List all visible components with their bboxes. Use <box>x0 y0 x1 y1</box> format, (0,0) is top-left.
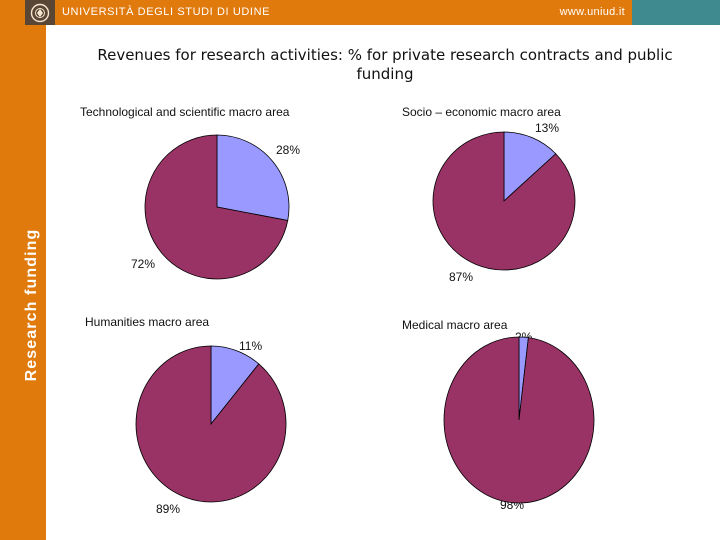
pie-slice-socio-economic-public <box>432 131 576 271</box>
header-accent-box <box>632 0 720 25</box>
pie-slice-technological-private <box>216 134 290 221</box>
university-url[interactable]: www.uniud.it <box>559 6 625 18</box>
pie-slice-humanities-public <box>135 345 287 503</box>
chart-title-technological: Technological and scientific macro area <box>80 105 290 119</box>
chart-title-medical: Medical macro area <box>402 318 508 332</box>
pie-socio-label-public: 87% <box>449 270 474 284</box>
pie-slice-technological-public <box>144 134 289 280</box>
pie-chart-technological <box>144 134 290 280</box>
pie-chart-humanities <box>135 345 287 503</box>
sidebar: Research funding <box>0 25 46 540</box>
slide-title: Revenues for research activities: % for … <box>97 46 673 83</box>
header-bar <box>0 0 720 25</box>
pie-slice-medical-public <box>443 336 595 504</box>
pie-chart-medical <box>443 336 595 504</box>
university-logo <box>25 0 55 25</box>
pie-tech-label-private: 28% <box>276 143 301 157</box>
chart-title-humanities: Humanities macro area <box>85 315 210 329</box>
pie-humanities-label-private: 11% <box>239 339 263 353</box>
pie-chart-socio-economic <box>432 131 576 271</box>
pie-socio-label-private: 13% <box>535 121 560 135</box>
chart-title-socio-economic: Socio – economic macro area <box>402 105 561 119</box>
pie-humanities-label-public: 89% <box>156 502 181 516</box>
seal-icon <box>30 3 50 22</box>
pie-slice-socio-economic-private <box>503 131 557 202</box>
pie-tech-label-public: 72% <box>131 257 156 271</box>
university-name: UNIVERSITÀ DEGLI STUDI DI UDINE <box>62 6 271 18</box>
